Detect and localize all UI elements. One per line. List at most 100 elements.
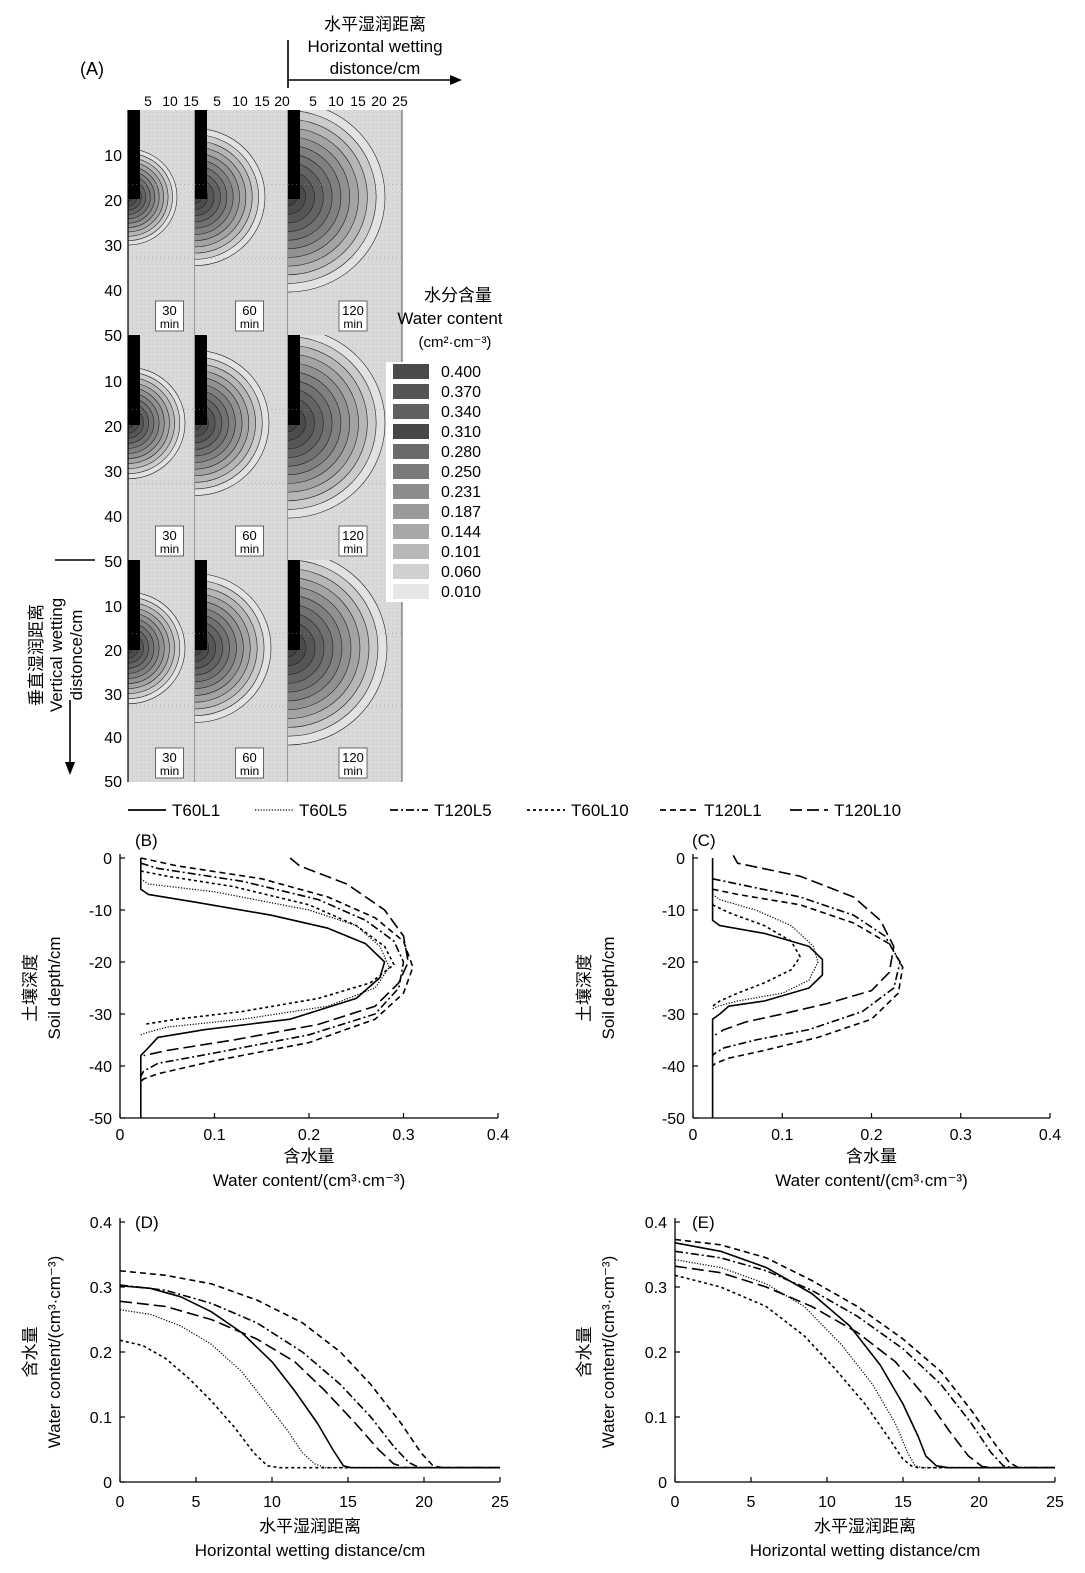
chart-panel: (E) 0 5 10 15 20 25 0 0.1 0.2 0.3 0.4 水平湿润距离 Horizont… xyxy=(575,1213,1064,1560)
y-axis-title-cn: 土壤深度 xyxy=(20,954,40,1022)
col-ticks: 5 10 15 5 10 15 20 5 10 15 20 25 xyxy=(144,93,408,109)
colorbar-swatch xyxy=(393,564,429,579)
legend: T60L1 T60L5 T120L5 T60L10 T120L1 T120L10 xyxy=(128,801,901,820)
colorbar-level-label: 0.310 xyxy=(441,424,481,441)
col-tick: 15 xyxy=(350,93,366,109)
col-tick: 10 xyxy=(328,93,344,109)
colorbar-bg xyxy=(386,362,516,602)
y-tick-label: 0.2 xyxy=(645,1345,667,1362)
y-tick-label: -20 xyxy=(89,955,112,972)
time-label: 60 xyxy=(242,528,256,543)
x-tick-label: 0.3 xyxy=(950,1127,972,1144)
colorbar-swatch xyxy=(393,424,429,439)
x-tick-label: 25 xyxy=(1046,1494,1064,1511)
colorbar-level-label: 0.010 xyxy=(441,584,481,601)
y-tick-label: 0.2 xyxy=(90,1345,112,1362)
col-tick: 10 xyxy=(162,93,178,109)
x-title-en-2: distonce/cm xyxy=(330,59,421,78)
y-tick-label: -30 xyxy=(662,1007,685,1024)
chart-panel: (D) 0 5 10 15 20 25 0 0.1 0.2 0.3 0.4 水平湿润距离 Horizont… xyxy=(21,1213,509,1560)
colorbar-unit: (cm²·cm⁻³) xyxy=(419,334,492,351)
y-tick: 30 xyxy=(104,464,122,481)
col-tick: 25 xyxy=(392,93,408,109)
x-axis-title-cn: 含水量 xyxy=(284,1147,335,1166)
colorbar-swatch xyxy=(393,504,429,519)
x-tick-label: 0 xyxy=(671,1494,680,1511)
y-tick-label: -50 xyxy=(662,1111,685,1128)
panel-label: (D) xyxy=(135,1213,159,1232)
x-tick-label: 15 xyxy=(894,1494,912,1511)
time-label-box xyxy=(235,747,264,779)
x-tick-label: 0.1 xyxy=(203,1127,225,1144)
series-line-t60l5 xyxy=(140,878,390,1036)
series-line-t60l10 xyxy=(712,904,801,1007)
y-tick-label: 0 xyxy=(103,1475,112,1492)
y-tick-label: -50 xyxy=(89,1111,112,1128)
legend-label: T120L5 xyxy=(434,801,492,820)
x-tick-label: 0.3 xyxy=(392,1127,414,1144)
time-label: 30 xyxy=(162,528,176,543)
x-tick-label: 0.2 xyxy=(298,1127,320,1144)
time-label: 60 xyxy=(242,750,256,765)
emitter-bar xyxy=(195,110,207,199)
col-tick: 15 xyxy=(183,93,199,109)
panel-label: (C) xyxy=(692,831,716,850)
panel-label: (E) xyxy=(692,1213,715,1232)
series-line-t60l5 xyxy=(119,1309,500,1469)
series-line-t120l5 xyxy=(712,878,901,1057)
x-axis-title: Horizontal wetting distance/cm xyxy=(750,1541,981,1560)
y-tick-label: 0 xyxy=(103,851,112,868)
time-unit: min xyxy=(343,764,362,778)
y-axis-title: Water content/(cm³·cm⁻³) xyxy=(45,1256,64,1449)
y-tick: 20 xyxy=(104,643,122,660)
x-title-cn: 水平湿润距离 xyxy=(324,15,426,34)
y-axis-title: Soil depth/cm xyxy=(45,937,64,1040)
legend-label: T60L1 xyxy=(172,801,220,820)
colorbar-level-label: 0.231 xyxy=(441,484,481,501)
time-label-box xyxy=(155,300,184,332)
y-axis-title-cn: 含水量 xyxy=(21,1327,40,1378)
y-tick: 20 xyxy=(104,419,122,436)
y-tick: 40 xyxy=(104,509,122,526)
series-line-t60l1 xyxy=(140,858,386,1118)
time-unit: min xyxy=(240,317,259,331)
colorbar-swatch xyxy=(393,464,429,479)
colorbar-level-label: 0.400 xyxy=(441,364,481,381)
col-tick: 20 xyxy=(274,93,290,109)
y-tick-label: 0.4 xyxy=(90,1215,112,1232)
x-tick-label: 0.2 xyxy=(860,1127,882,1144)
line-panels: (B) 0 0.1 0.2 0.3 0.4 0 -10 -20 -30 -40 -50 含水量 Water… xyxy=(20,831,1064,1560)
x-tick-label: 20 xyxy=(970,1494,988,1511)
legend-label: T120L10 xyxy=(834,801,901,820)
series-line-t120l5 xyxy=(674,1250,1055,1469)
emitter-bar xyxy=(195,560,207,650)
series-line-t60l1 xyxy=(711,858,824,1118)
series-line-t120l1 xyxy=(140,857,414,1083)
colorbar-level-label: 0.187 xyxy=(441,504,481,521)
colorbar-swatch xyxy=(393,584,429,599)
colorbar-title-en: Water content xyxy=(397,309,502,328)
time-unit: min xyxy=(160,317,179,331)
panel-label: (B) xyxy=(135,831,158,850)
chart-panel: (B) 0 0.1 0.2 0.3 0.4 0 -10 -20 -30 -40 -50 含水量 Water… xyxy=(20,831,509,1190)
series-line-t60l5 xyxy=(674,1259,1055,1469)
time-label: 120 xyxy=(342,528,364,543)
y-axis-title: Water content/(cm³·cm⁻³) xyxy=(599,1256,618,1449)
y-axis-title: Soil depth/cm xyxy=(599,937,618,1040)
series-line-t60l1 xyxy=(119,1284,500,1469)
time-unit: min xyxy=(240,542,259,556)
y-axis-title: 垂直湿润距离 Vertical wetting distonce/cm xyxy=(27,559,95,775)
y-tick: 50 xyxy=(104,774,122,791)
x-axis-title-cn: 含水量 xyxy=(846,1147,897,1166)
col-tick: 20 xyxy=(371,93,387,109)
series-line-t120l1 xyxy=(119,1270,500,1469)
colorbar-level-label: 0.280 xyxy=(441,444,481,461)
x-tick-label: 0 xyxy=(116,1127,125,1144)
colorbar-level-label: 0.060 xyxy=(441,564,481,581)
time-label-box xyxy=(338,747,368,779)
